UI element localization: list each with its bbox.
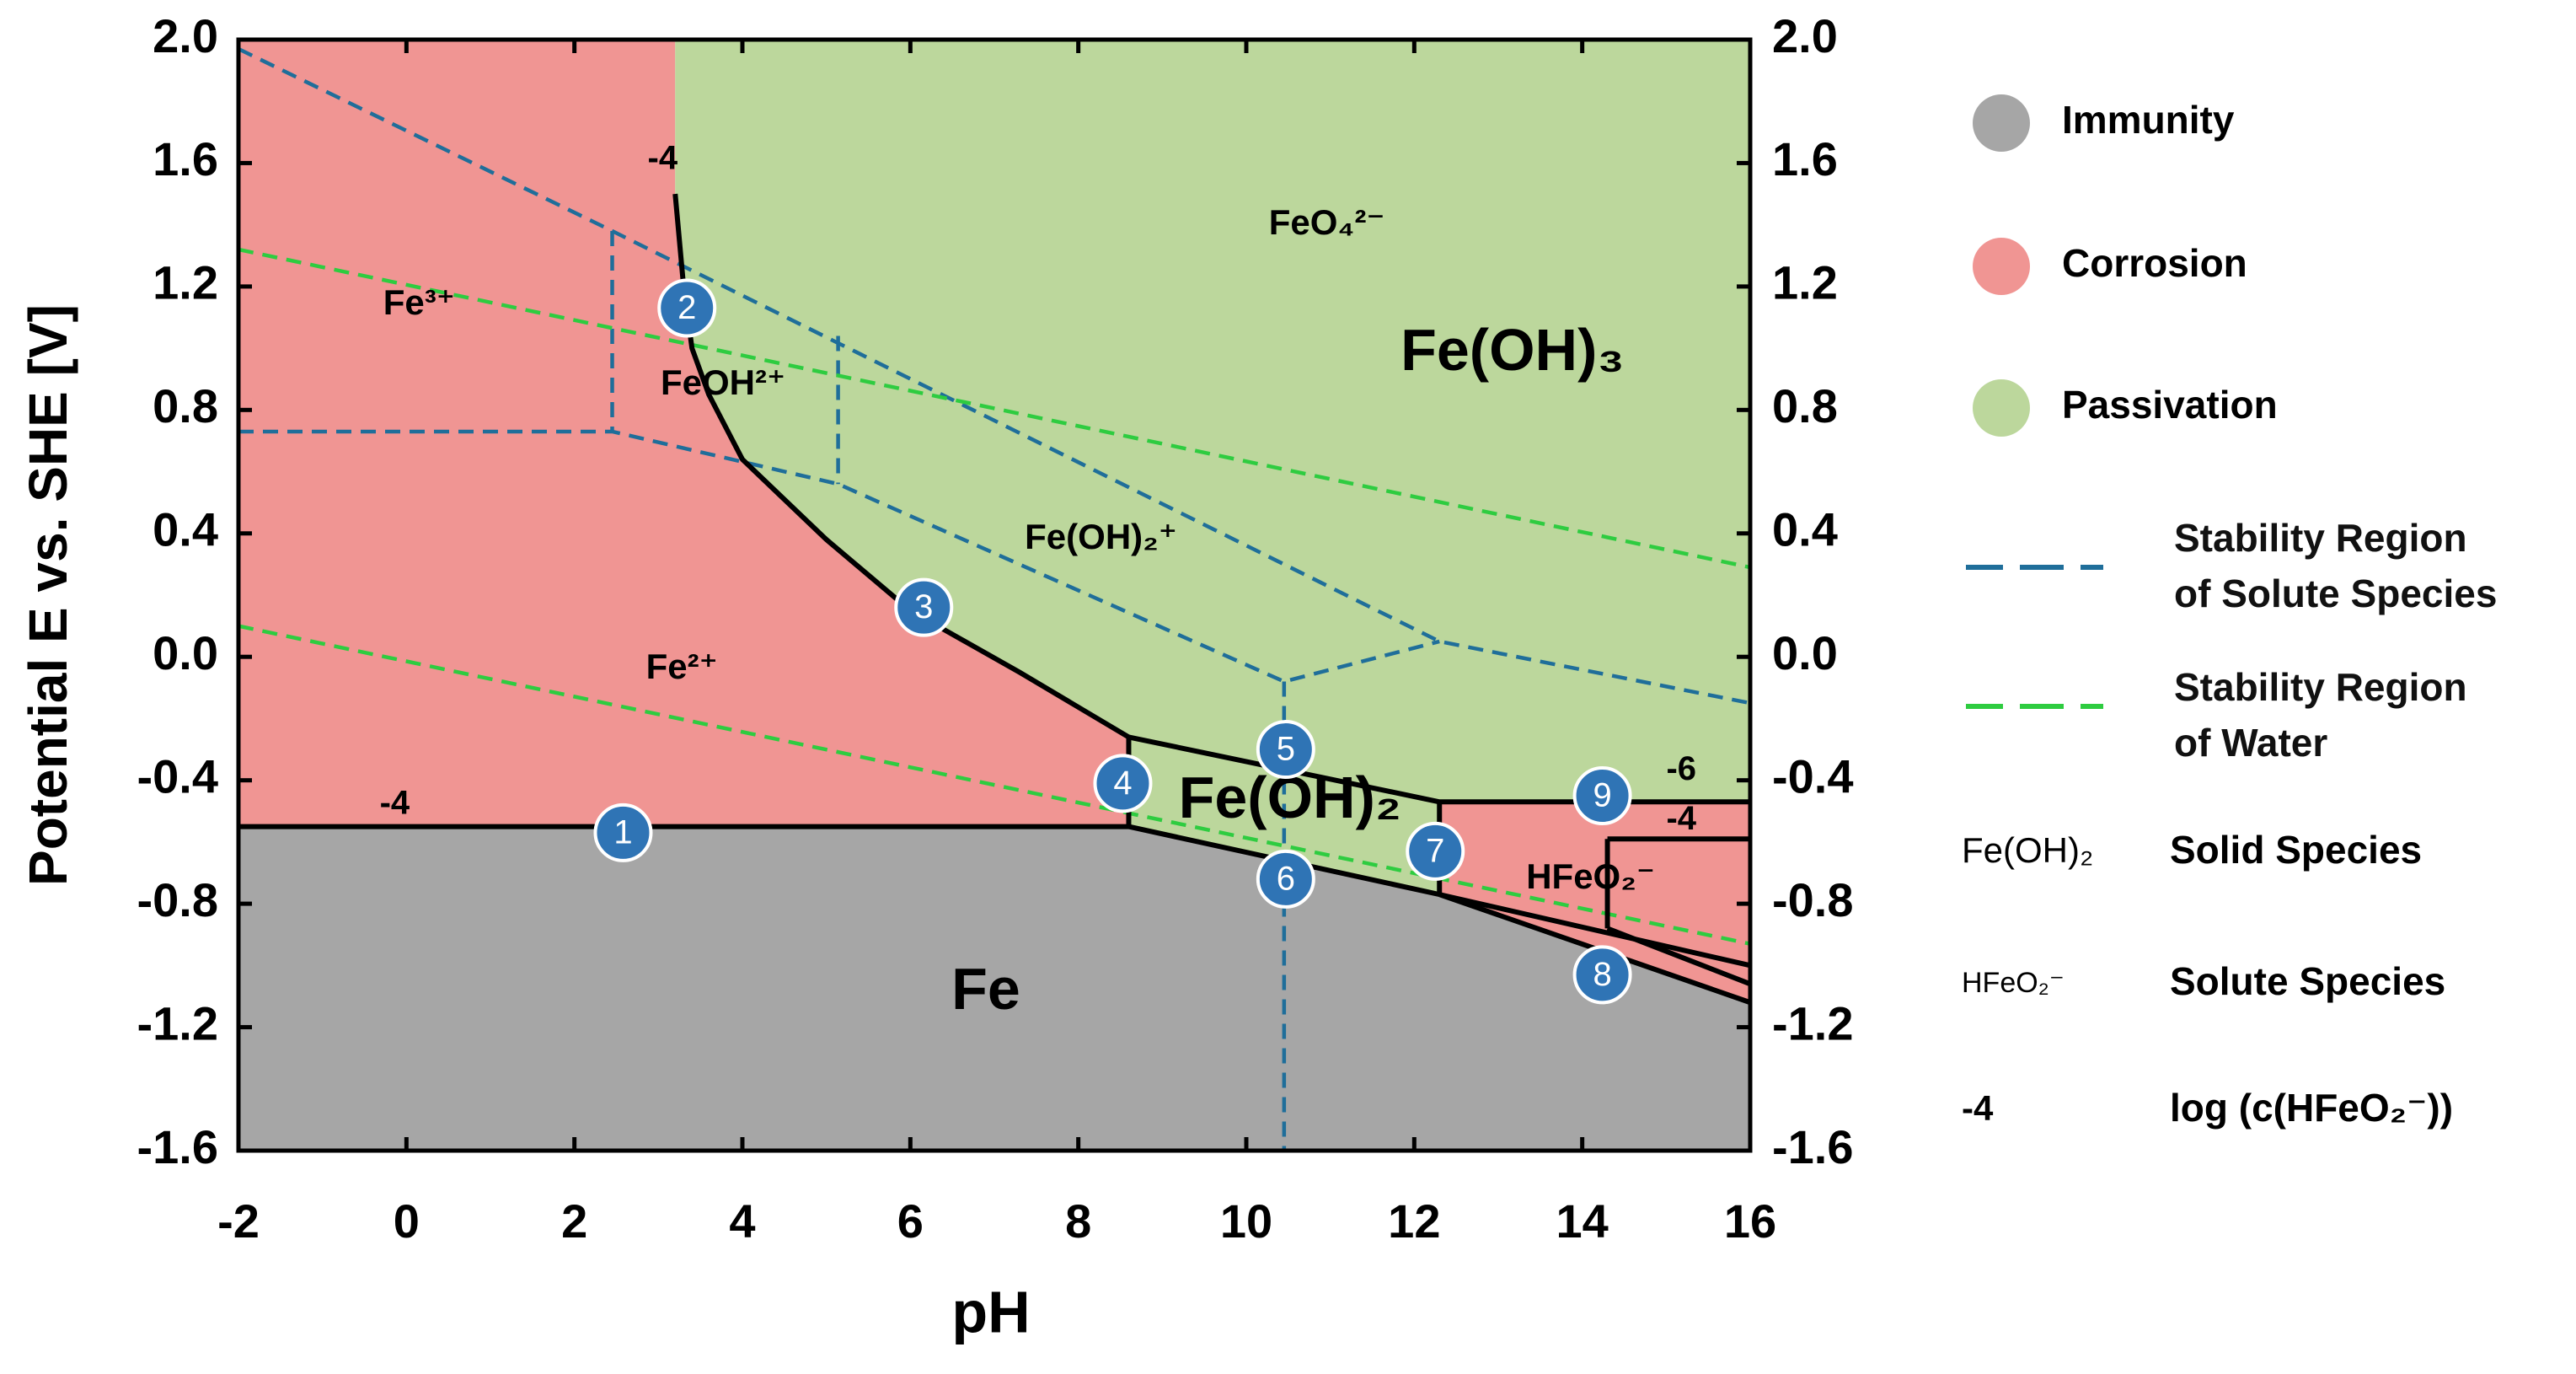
x-tick-label: -2 (217, 1194, 260, 1248)
legend-label: Immunity (2062, 98, 2235, 142)
marker-label: 8 (1593, 956, 1611, 993)
y2-tick-label: -0.8 (1772, 873, 1854, 926)
note-label: log (c(HFeO₂⁻)) (2170, 1086, 2453, 1130)
legend-swatch (1973, 238, 2030, 295)
x-tick-label: 8 (1065, 1194, 1091, 1248)
stability-line (238, 429, 1440, 684)
legend-label: Stability Region of Solute Species (2174, 516, 2498, 615)
y-axis-label: Potential E vs. SHE [V] (18, 304, 78, 886)
legend-swatch (1973, 379, 2030, 437)
y2-tick-label: 0.8 (1772, 379, 1838, 432)
x-tick-label: 10 (1220, 1194, 1272, 1248)
y-tick-label: -1.2 (137, 996, 219, 1049)
region (675, 40, 1751, 895)
legend-swatch (1973, 94, 2030, 152)
y2-tick-label: 2.0 (1772, 9, 1838, 62)
y2-tick-label: -1.2 (1772, 996, 1854, 1049)
concentration-label: -6 (1666, 750, 1696, 787)
note-label: Solid Species (2170, 828, 2422, 872)
species-label: Fe (951, 956, 1020, 1022)
marker-label: 6 (1277, 860, 1295, 897)
point-marker (1406, 821, 1465, 881)
legend-label: Corrosion (2062, 241, 2247, 285)
species-label: Fe(OH)₂⁺ (1025, 517, 1177, 556)
marker-label: 1 (613, 813, 632, 851)
point-marker (1572, 765, 1632, 825)
y-tick-label: 1.6 (153, 132, 218, 185)
y2-tick-label: -0.4 (1772, 749, 1854, 802)
point-marker (1572, 945, 1632, 1005)
marker-label: 2 (677, 289, 696, 326)
marker-label: 3 (914, 588, 933, 625)
x-tick-label: 6 (897, 1194, 924, 1248)
x-tick-label: 2 (561, 1194, 587, 1248)
y-tick-label: 0.0 (153, 626, 218, 679)
plot-frame (236, 37, 1753, 1153)
note-symbol: Fe(OH)₂ (1962, 830, 2093, 870)
y2-tick-label: -1.6 (1772, 1120, 1854, 1173)
point-marker (593, 802, 653, 862)
point-marker (1256, 849, 1315, 909)
y2-tick-label: 0.4 (1772, 503, 1838, 556)
stability-line (238, 247, 1751, 570)
point-marker (657, 278, 717, 338)
y-tick-label: 0.4 (153, 503, 218, 556)
y2-tick-label: 1.2 (1772, 256, 1838, 309)
point-marker (1256, 720, 1315, 780)
species-label: HFeO₂⁻ (1526, 856, 1655, 896)
x-axis-label: pH (951, 1279, 1030, 1344)
y-tick-label: 2.0 (153, 9, 218, 62)
note-symbol: HFeO₂⁻ (1962, 967, 2065, 999)
concentration-label: -4 (1666, 800, 1696, 837)
phase-boundary (1438, 892, 1751, 969)
stability-line (238, 624, 1751, 946)
y-tick-label: 1.2 (153, 256, 218, 309)
y2-tick-label: 0.0 (1772, 626, 1838, 679)
species-label: FeO₄²⁻ (1269, 202, 1385, 242)
concentration-label: -4 (648, 139, 678, 176)
x-tick-label: 12 (1388, 1194, 1440, 1248)
marker-label: 5 (1277, 731, 1295, 768)
y-tick-label: -0.4 (137, 749, 219, 802)
point-marker (894, 577, 954, 637)
note-label: Solute Species (2170, 959, 2445, 1003)
y-tick-label: 0.8 (153, 379, 218, 432)
marker-label: 7 (1426, 832, 1444, 869)
region (238, 826, 1750, 1151)
species-label: FeOH²⁺ (661, 362, 785, 402)
y-tick-label: -1.6 (137, 1120, 219, 1173)
x-tick-label: 4 (729, 1194, 755, 1248)
species-label: Fe³⁺ (383, 282, 455, 322)
phase-boundary (1606, 926, 1752, 987)
y2-tick-label: 1.6 (1772, 132, 1838, 185)
species-label: Fe(OH)₃ (1400, 317, 1625, 383)
point-marker (1093, 754, 1153, 813)
x-tick-label: 14 (1556, 1194, 1609, 1248)
marker-label: 4 (1113, 765, 1132, 802)
legend-label: Stability Region of Water (2174, 665, 2467, 765)
y-tick-label: -0.8 (137, 873, 219, 926)
x-tick-label: 16 (1724, 1194, 1776, 1248)
note-symbol: -4 (1962, 1088, 1994, 1128)
concentration-label: -4 (380, 785, 410, 822)
legend-label: Passivation (2062, 383, 2278, 427)
species-label: Fe²⁺ (646, 647, 718, 686)
x-tick-label: 0 (394, 1194, 420, 1248)
stability-line (238, 46, 1751, 706)
marker-label: 9 (1593, 777, 1611, 814)
